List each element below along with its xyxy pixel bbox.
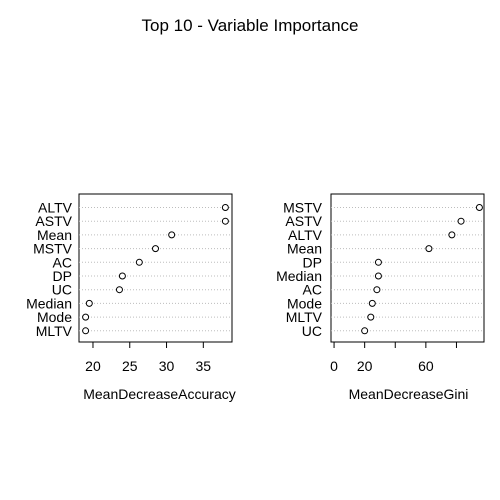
category-label: DP xyxy=(303,254,322,270)
x-axis-label: MeanDecreaseGini xyxy=(349,386,469,402)
data-point xyxy=(373,286,381,294)
category-label: Median xyxy=(26,295,72,311)
category-label: AC xyxy=(303,282,322,298)
data-point xyxy=(374,258,382,266)
data-point xyxy=(152,245,159,253)
chart-title: Top 10 - Variable Importance xyxy=(141,16,359,35)
category-label: MLTV xyxy=(36,323,73,339)
plot-frame xyxy=(330,193,485,343)
x-tick-label: 20 xyxy=(357,358,373,374)
category-label: ALTV xyxy=(38,200,73,216)
data-point xyxy=(82,327,90,335)
data-point xyxy=(135,258,143,266)
data-point xyxy=(82,313,90,321)
category-label: UC xyxy=(302,323,322,339)
data-point xyxy=(168,231,176,239)
data-point xyxy=(374,272,382,280)
data-point xyxy=(221,217,229,225)
data-point xyxy=(367,313,375,321)
x-tick-label: 60 xyxy=(418,358,434,374)
category-label: Mean xyxy=(287,241,322,257)
category-label: AC xyxy=(53,254,72,270)
category-label: UC xyxy=(52,282,72,298)
category-label: Median xyxy=(276,268,322,284)
data-point xyxy=(448,231,456,239)
data-point xyxy=(115,286,123,294)
data-point xyxy=(425,245,433,253)
data-point xyxy=(85,299,93,307)
category-label: ASTV xyxy=(35,213,72,229)
category-label: MLTV xyxy=(286,309,323,325)
category-label: Mode xyxy=(37,309,72,325)
data-point xyxy=(118,272,126,280)
category-label: MSTV xyxy=(283,200,323,216)
plot-frame xyxy=(78,193,233,343)
x-tick-label: 35 xyxy=(196,358,212,374)
data-point xyxy=(361,327,369,335)
x-tick-label: 20 xyxy=(85,358,101,374)
data-point xyxy=(475,204,483,211)
x-tick-label: 0 xyxy=(330,358,338,374)
category-label: Mode xyxy=(287,295,322,311)
x-axis-label: MeanDecreaseAccuracy xyxy=(83,386,236,402)
x-tick-label: 30 xyxy=(159,358,175,374)
category-label: MSTV xyxy=(33,241,73,257)
x-tick-label: 25 xyxy=(122,358,138,374)
data-point xyxy=(457,217,465,225)
category-label: ASTV xyxy=(285,213,322,229)
data-point xyxy=(221,204,229,211)
category-label: ALTV xyxy=(288,227,323,243)
category-label: Mean xyxy=(37,227,72,243)
data-point xyxy=(368,299,376,307)
category-label: DP xyxy=(53,268,72,284)
